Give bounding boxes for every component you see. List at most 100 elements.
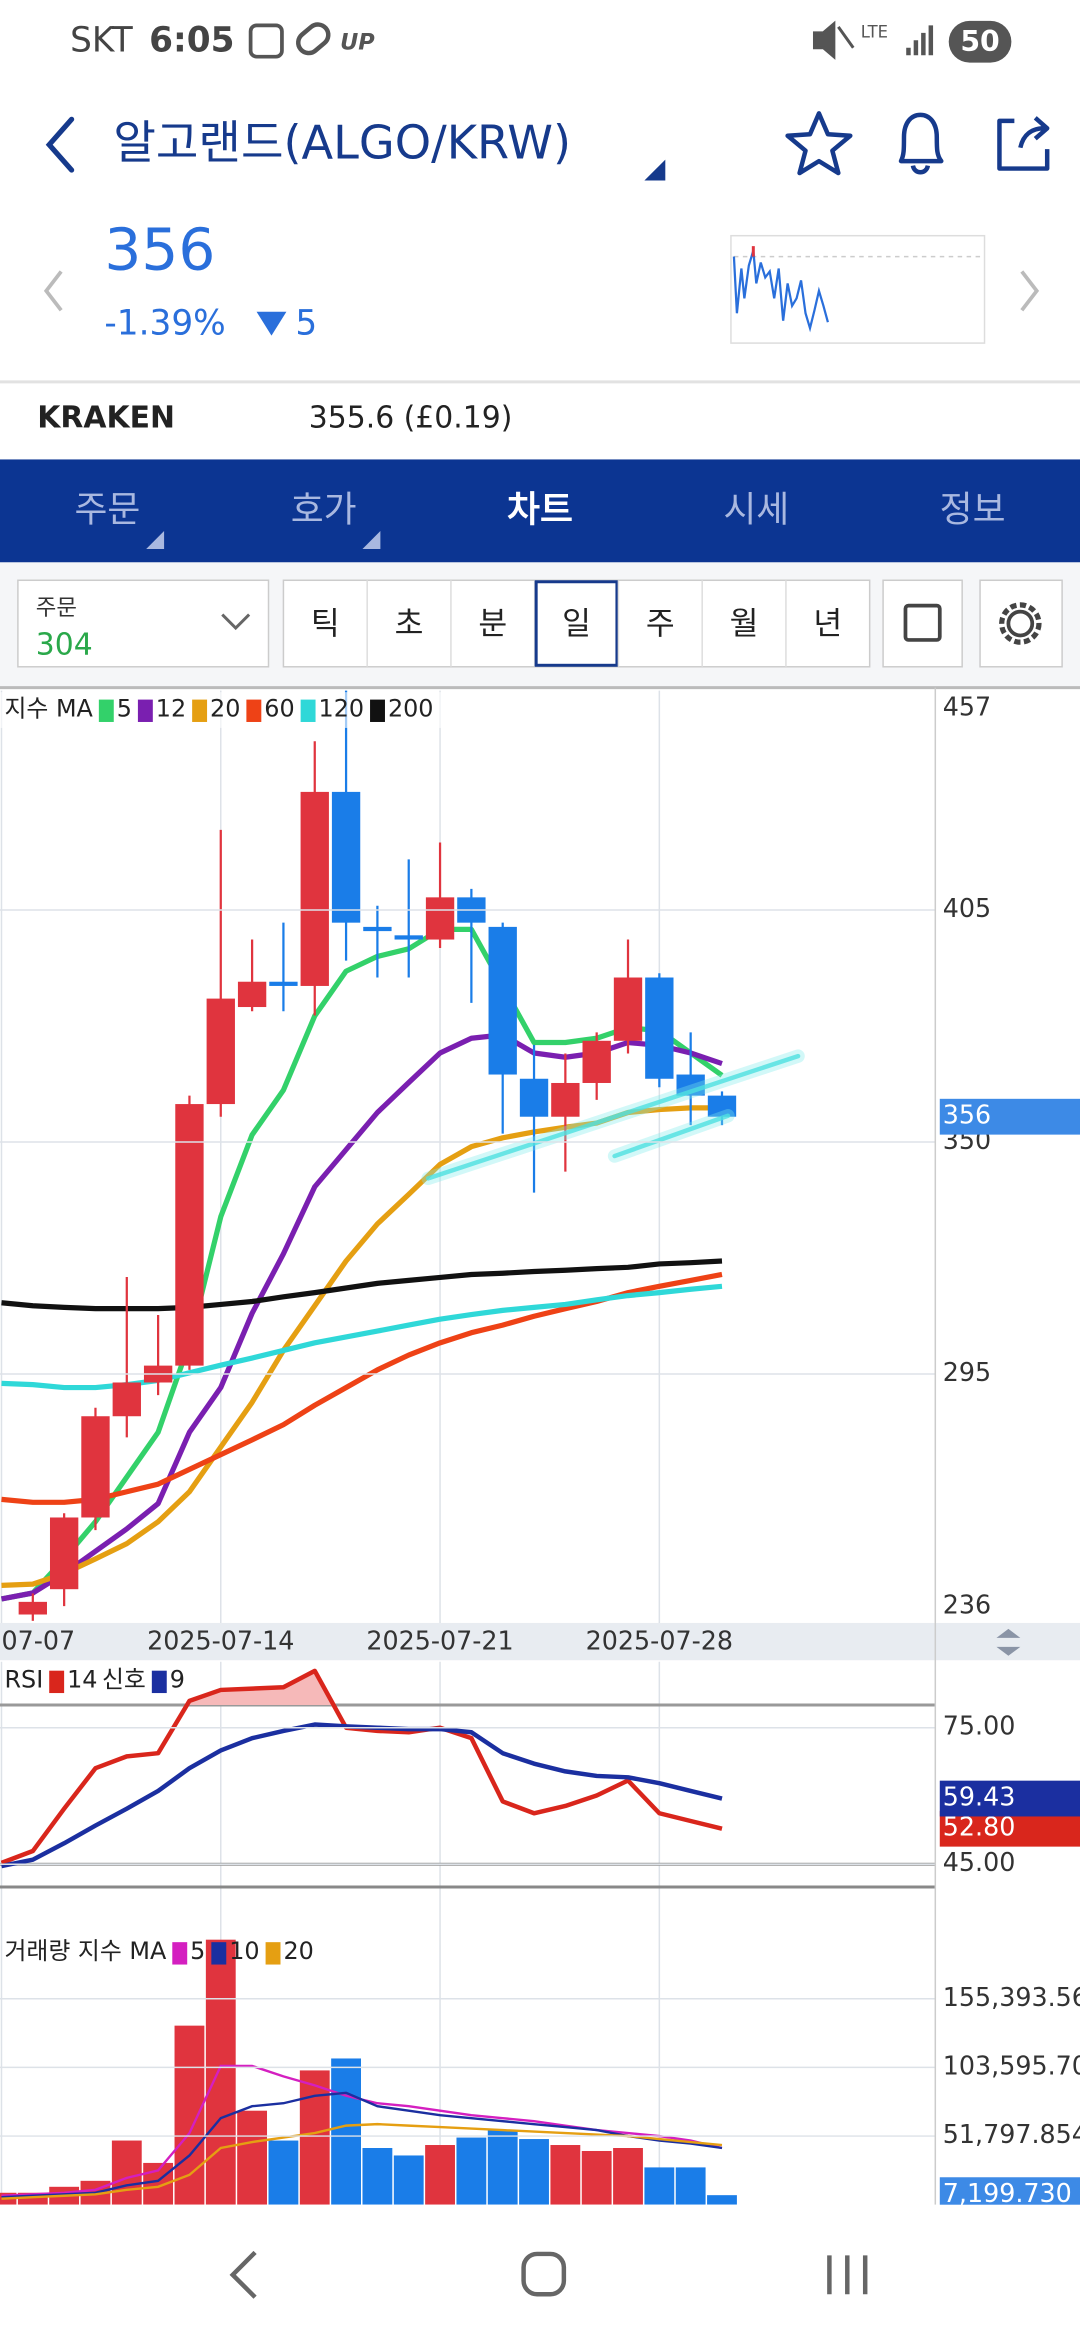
rsi-line xyxy=(0,1668,723,1865)
tab[interactable]: 시세 xyxy=(723,490,789,531)
mute-icon xyxy=(812,20,855,60)
candle-body xyxy=(488,926,517,1075)
legend-swatch xyxy=(300,699,316,722)
volume-bar xyxy=(644,2167,675,2205)
volume-bar xyxy=(362,2148,393,2205)
nav-bar xyxy=(0,2204,1080,2340)
back-button[interactable] xyxy=(45,116,75,173)
candle-body xyxy=(363,926,392,932)
volume-bar xyxy=(707,2195,737,2205)
tab[interactable]: 호가 xyxy=(291,490,357,531)
screenshot-icon xyxy=(248,23,284,59)
volume-ma-line xyxy=(1,2122,723,2200)
x-tick-label: 07-07 xyxy=(1,1625,75,1655)
volume-bar xyxy=(519,2139,549,2205)
order-select[interactable] xyxy=(17,579,270,668)
legend-title: 지수 MA xyxy=(4,695,93,723)
volume-bar xyxy=(456,2137,487,2205)
exchange-name: KRAKEN xyxy=(37,401,175,436)
legend-label: 20 xyxy=(210,695,240,723)
y-tick-label: 45.00 xyxy=(943,1847,1016,1877)
tab[interactable]: 차트 xyxy=(507,490,573,531)
period[interactable]: 일 xyxy=(562,606,591,642)
order-select-value: 304 xyxy=(36,627,93,662)
legend-label: 12 xyxy=(156,695,186,723)
up-icon: UP xyxy=(340,30,375,56)
current-value-box xyxy=(939,1810,1080,1847)
period[interactable]: 틱 xyxy=(311,606,340,642)
prev-market[interactable] xyxy=(43,270,63,312)
candle-body xyxy=(175,1104,204,1366)
volume-bar xyxy=(581,2150,612,2205)
y-tick-label: 51,797.854 xyxy=(943,2119,1080,2149)
legend-title: 거래량 지수 MA xyxy=(4,1937,167,1965)
next-market[interactable] xyxy=(1020,270,1040,312)
y-tick-label: 405 xyxy=(943,893,991,923)
share-button[interactable] xyxy=(997,116,1050,171)
order-select-chevron xyxy=(221,613,251,631)
candle-body xyxy=(300,791,329,986)
exchange-price: 355.6 (£0.19) xyxy=(309,401,513,436)
title-dropdown[interactable] xyxy=(644,159,666,181)
legend-label: 20 xyxy=(283,1937,313,1965)
legend-label: 10 xyxy=(229,1937,259,1965)
legend-swatch xyxy=(192,699,208,722)
drawing-icon xyxy=(903,603,942,642)
period[interactable]: 분 xyxy=(478,606,507,642)
period[interactable]: 초 xyxy=(395,606,424,642)
legend-label: 14 xyxy=(67,1666,97,1694)
candle-body xyxy=(707,1095,737,1117)
volume-bar xyxy=(268,2140,299,2205)
settings-icon-teeth xyxy=(999,602,1042,645)
clock: 6:05 xyxy=(149,20,234,60)
alarm-button[interactable] xyxy=(898,112,944,175)
current-value-label: 59.43 xyxy=(943,1782,1016,1812)
volume-bar xyxy=(331,2058,361,2205)
legend-swatch xyxy=(211,1942,227,1965)
volume-bar xyxy=(299,2070,330,2205)
legend-swatch xyxy=(265,1942,281,1965)
drawing-button[interactable] xyxy=(882,579,963,668)
candle-body xyxy=(394,935,423,940)
y-tick-label: 295 xyxy=(943,1357,991,1387)
tab[interactable]: 정보 xyxy=(940,490,1006,531)
nav-recents[interactable] xyxy=(827,2255,868,2295)
current-value-label: 52.80 xyxy=(943,1812,1016,1842)
candle-body xyxy=(331,791,361,923)
current-value-label: 7,199.730 xyxy=(943,2178,1072,2208)
overbought-area xyxy=(186,1670,334,1705)
tab[interactable]: 주문 xyxy=(74,490,140,531)
x-tick-label: 2025-07-14 xyxy=(147,1625,294,1655)
legend-swatch xyxy=(98,699,114,722)
nav-back[interactable] xyxy=(229,2250,257,2299)
carrier: SKT xyxy=(70,20,134,60)
candle-body xyxy=(582,1040,611,1083)
battery-level: 50 xyxy=(960,25,999,58)
candle-body xyxy=(613,977,643,1041)
network: LTE xyxy=(861,22,888,41)
ma-line xyxy=(1,1258,723,1312)
panel-resize-handle[interactable] xyxy=(996,1628,1021,1656)
candle-body xyxy=(81,1416,110,1518)
period[interactable]: 월 xyxy=(730,606,759,642)
volume-ma-line xyxy=(1,2091,723,2199)
battery xyxy=(948,20,1012,63)
favorite-button[interactable] xyxy=(785,111,853,176)
legend-label: 60 xyxy=(264,695,294,723)
legend-bg xyxy=(0,692,463,728)
down-arrow xyxy=(256,311,287,336)
volume-bar xyxy=(487,2130,518,2205)
period[interactable]: 주 xyxy=(646,606,675,642)
settings-button[interactable] xyxy=(979,579,1063,668)
candle-body xyxy=(519,1078,549,1117)
period[interactable]: 년 xyxy=(813,606,842,642)
legend-label: 신호 xyxy=(102,1666,146,1694)
candle-body xyxy=(18,1601,47,1615)
header: 알고랜드(ALGO/KRW) xyxy=(45,111,1050,181)
nav-home[interactable] xyxy=(521,2251,567,2297)
market-title[interactable]: 알고랜드(ALGO/KRW) xyxy=(113,116,571,170)
